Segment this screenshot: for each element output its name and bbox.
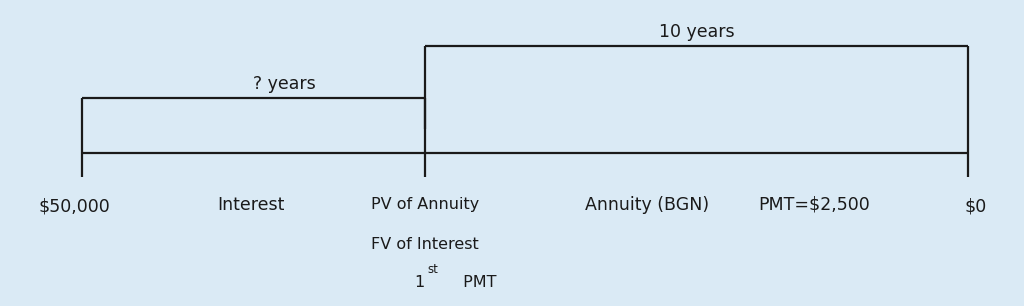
- Text: PV of Annuity: PV of Annuity: [371, 197, 479, 212]
- Text: PMT: PMT: [458, 275, 497, 290]
- Text: $50,000: $50,000: [39, 197, 111, 215]
- Text: $0: $0: [965, 197, 987, 215]
- Text: Interest: Interest: [217, 196, 285, 214]
- Text: FV of Interest: FV of Interest: [371, 237, 479, 252]
- Text: 1: 1: [415, 275, 425, 290]
- Text: st: st: [427, 263, 438, 276]
- Text: Annuity (BGN): Annuity (BGN): [585, 196, 710, 214]
- Text: PMT=$2,500: PMT=$2,500: [758, 196, 870, 214]
- Text: ? years: ? years: [253, 75, 315, 93]
- Text: 10 years: 10 years: [658, 23, 734, 41]
